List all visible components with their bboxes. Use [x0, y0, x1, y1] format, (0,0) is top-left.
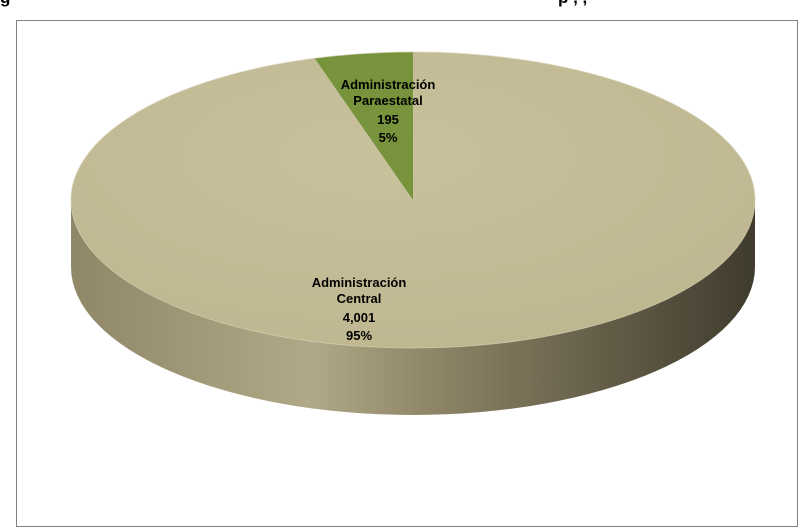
- cropped-heading-right: p , ,: [558, 0, 587, 8]
- slice-label-paraestatal-name-1: Administración: [341, 77, 436, 92]
- pie-slice-paraestatal: [314, 52, 413, 200]
- slice-label-paraestatal-percent: 5%: [379, 130, 398, 145]
- cropped-heading: g p , ,: [0, 0, 804, 9]
- slice-label-central-value: 4,001: [343, 310, 376, 325]
- slice-label-paraestatal-name-2: Paraestatal: [353, 93, 422, 108]
- cropped-heading-left: g: [0, 0, 10, 8]
- pie-side-wall: [71, 200, 755, 415]
- pie-group: [70, 51, 756, 415]
- slice-label-central-name-1: Administración: [312, 275, 407, 290]
- slice-label-paraestatal-value: 195: [377, 112, 399, 127]
- pie-top-rim: [70, 51, 756, 349]
- slice-label-central-percent: 95%: [346, 328, 372, 343]
- slice-label-central-name-2: Central: [337, 291, 382, 306]
